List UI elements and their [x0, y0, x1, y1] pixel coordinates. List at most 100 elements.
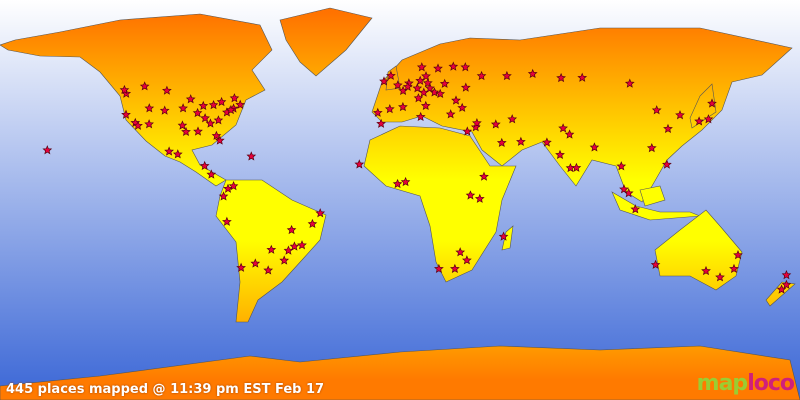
australia — [654, 209, 743, 291]
place-marker-star-icon — [516, 136, 526, 146]
place-marker-star-icon — [198, 100, 209, 111]
place-marker-star-icon — [624, 78, 635, 88]
place-marker-star-icon — [413, 93, 424, 103]
place-marker-star-icon — [542, 137, 552, 147]
place-marker-star-icon — [457, 102, 468, 112]
place-marker-star-icon — [121, 109, 131, 119]
place-marker-star-icon — [283, 245, 294, 255]
place-marker-star-icon — [646, 143, 657, 153]
place-marker-star-icon — [412, 83, 423, 93]
place-marker-star-icon — [223, 183, 233, 193]
place-marker-star-icon — [398, 101, 408, 112]
place-marker-star-icon — [462, 126, 473, 136]
places-count-caption: 445 places mapped @ 11:39 pm EST Feb 17 — [6, 382, 325, 397]
place-marker-star-icon — [450, 263, 460, 274]
place-marker-star-icon — [200, 113, 210, 123]
place-marker-star-icon — [384, 103, 395, 114]
place-marker-star-icon — [701, 265, 711, 276]
place-marker-star-icon — [402, 81, 413, 91]
place-marker-star-icon — [236, 262, 246, 272]
place-marker-star-icon — [451, 95, 461, 105]
place-marker-star-icon — [434, 263, 444, 274]
place-marker-star-icon — [206, 169, 217, 179]
antarctica — [0, 345, 800, 400]
place-marker-star-icon — [214, 135, 225, 145]
place-marker-star-icon — [415, 111, 426, 122]
place-marker-star-icon — [589, 142, 600, 152]
africa — [363, 125, 517, 283]
place-marker-star-icon — [218, 191, 229, 201]
place-marker-star-icon — [571, 162, 582, 172]
madagascar — [501, 225, 514, 251]
place-marker-star-icon — [279, 255, 290, 265]
place-marker-star-icon — [263, 265, 274, 275]
place-markers — [42, 61, 792, 294]
place-marker-star-icon — [164, 146, 174, 156]
place-marker-star-icon — [376, 118, 386, 128]
place-marker-star-icon — [662, 159, 672, 169]
place-marker-star-icon — [266, 244, 277, 254]
place-marker-star-icon — [386, 70, 396, 80]
place-marker-star-icon — [226, 104, 236, 115]
place-marker-star-icon — [476, 70, 487, 81]
place-marker-star-icon — [650, 259, 661, 269]
place-marker-star-icon — [502, 70, 512, 81]
place-marker-star-icon — [144, 119, 154, 129]
place-marker-star-icon — [555, 149, 565, 160]
place-marker-star-icon — [448, 61, 459, 71]
place-marker-star-icon — [400, 176, 411, 187]
place-marker-star-icon — [119, 84, 130, 95]
place-marker-star-icon — [474, 193, 485, 203]
place-marker-star-icon — [235, 99, 246, 109]
place-marker-star-icon — [205, 118, 216, 128]
indonesia — [611, 191, 701, 221]
place-marker-star-icon — [286, 224, 297, 235]
place-marker-star-icon — [422, 77, 433, 88]
japan — [689, 83, 717, 129]
place-marker-star-icon — [675, 110, 685, 120]
place-marker-star-icon — [527, 68, 538, 79]
place-marker-star-icon — [354, 159, 365, 169]
place-marker-star-icon — [307, 218, 318, 229]
place-marker-star-icon — [144, 103, 155, 113]
place-marker-star-icon — [172, 149, 183, 159]
place-marker-star-icon — [416, 62, 427, 72]
place-marker-star-icon — [418, 87, 429, 97]
place-marker-star-icon — [507, 114, 518, 124]
place-marker-star-icon — [433, 63, 443, 73]
place-marker-star-icon — [379, 76, 389, 86]
place-marker-star-icon — [445, 109, 456, 119]
place-marker-star-icon — [715, 272, 725, 282]
place-marker-star-icon — [178, 103, 188, 113]
maploco-logo[interactable]: maploco — [696, 371, 795, 396]
borneo — [639, 185, 666, 207]
place-marker-star-icon — [564, 129, 575, 139]
place-marker-star-icon — [133, 120, 143, 130]
place-marker-star-icon — [781, 270, 792, 280]
place-marker-star-icon — [162, 85, 172, 95]
place-marker-star-icon — [479, 171, 489, 181]
place-marker-star-icon — [216, 96, 227, 107]
place-marker-star-icon — [250, 258, 261, 268]
place-marker-star-icon — [460, 82, 471, 92]
place-marker-star-icon — [199, 160, 210, 171]
place-marker-star-icon — [558, 123, 568, 133]
place-marker-star-icon — [420, 100, 431, 111]
place-marker-star-icon — [577, 72, 588, 82]
place-marker-star-icon — [425, 83, 435, 93]
place-marker-star-icon — [729, 263, 739, 274]
place-marker-star-icon — [498, 231, 509, 241]
place-marker-star-icon — [781, 279, 792, 289]
place-marker-star-icon — [213, 115, 224, 125]
place-marker-star-icon — [246, 151, 257, 161]
place-marker-star-icon — [139, 81, 150, 91]
place-marker-star-icon — [462, 255, 472, 265]
place-marker-star-icon — [663, 123, 673, 134]
place-marker-star-icon — [439, 78, 450, 88]
place-marker-star-icon — [707, 98, 717, 108]
logo-part-map: map — [696, 371, 749, 396]
place-marker-star-icon — [694, 116, 704, 126]
place-marker-star-icon — [460, 62, 471, 72]
place-marker-star-icon — [192, 107, 203, 118]
place-marker-star-icon — [193, 126, 203, 136]
